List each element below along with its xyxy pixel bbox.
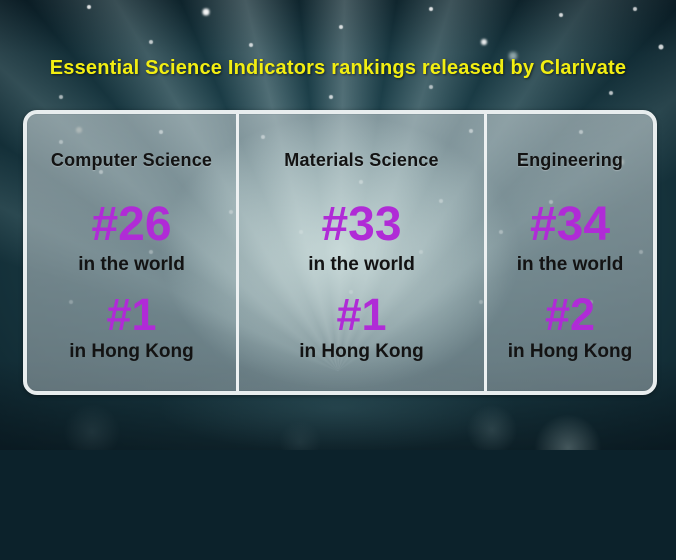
rankings-panel: Computer Science #26 in the world #1 in … bbox=[23, 110, 657, 395]
sparkle-dots bbox=[0, 0, 2, 2]
hongkong-rank-value: #1 bbox=[336, 289, 387, 340]
field-name: Materials Science bbox=[284, 150, 439, 170]
world-rank-label: in the world bbox=[308, 254, 415, 275]
world-rank-value: #26 bbox=[91, 198, 172, 251]
hongkong-rank-value: #1 bbox=[106, 289, 157, 340]
hongkong-rank-label: in Hong Kong bbox=[507, 341, 633, 362]
world-rank-value: #33 bbox=[321, 198, 402, 251]
hongkong-rank-label: in Hong Kong bbox=[299, 341, 424, 362]
world-rank-label: in the world bbox=[516, 254, 624, 275]
hongkong-rank-value: #2 bbox=[544, 289, 596, 340]
page-title: Essential Science Indicators rankings re… bbox=[49, 57, 627, 79]
field-name: Engineering bbox=[516, 150, 624, 170]
ranking-column-engineering: Engineering #34 in the world #2 in Hong … bbox=[487, 114, 653, 391]
world-rank-value: #34 bbox=[529, 198, 611, 251]
field-name: Computer Science bbox=[50, 150, 213, 170]
ranking-column-computer-science: Computer Science #26 in the world #1 in … bbox=[27, 114, 239, 391]
hongkong-rank-label: in Hong Kong bbox=[69, 341, 194, 362]
ranking-column-materials-science: Materials Science #33 in the world #1 in… bbox=[239, 114, 487, 391]
world-rank-label: in the world bbox=[78, 254, 185, 275]
